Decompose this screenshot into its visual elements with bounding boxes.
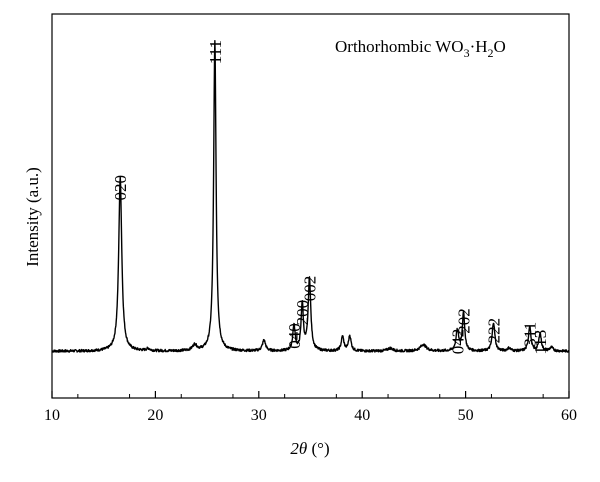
x-tick-label: 40 bbox=[354, 407, 370, 424]
x-tick-label: 60 bbox=[561, 407, 577, 424]
legend-label: Orthorhombic WO3·H2O bbox=[335, 37, 506, 60]
x-tick-label: 20 bbox=[147, 407, 163, 424]
x-tick-label: 50 bbox=[458, 407, 474, 424]
peak-label: 002 bbox=[301, 276, 320, 302]
peak-label: 200 bbox=[293, 300, 312, 326]
x-tick-label: 30 bbox=[251, 407, 267, 424]
plot-frame-group bbox=[51, 13, 570, 399]
plot-frame bbox=[51, 13, 570, 399]
peak-label: 202 bbox=[455, 308, 474, 334]
peak-label: 111 bbox=[206, 40, 225, 64]
peak-label: 113 bbox=[531, 330, 550, 355]
y-axis-label: Intensity (a.u.) bbox=[23, 167, 42, 267]
curve-group bbox=[51, 39, 570, 353]
peak-label: 040 bbox=[285, 323, 304, 349]
x-tick-label: 10 bbox=[44, 407, 60, 424]
peak-label: 311 bbox=[521, 322, 540, 347]
x-axis-label: 2θ (°) bbox=[290, 439, 329, 458]
xrd-pattern-line bbox=[51, 39, 570, 353]
peak-label: 222 bbox=[485, 318, 504, 344]
peak-label: 042 bbox=[448, 329, 467, 355]
peak-label: 020 bbox=[111, 175, 130, 201]
x-ticks-group: 10 20 30 40 50 60 bbox=[44, 391, 577, 424]
